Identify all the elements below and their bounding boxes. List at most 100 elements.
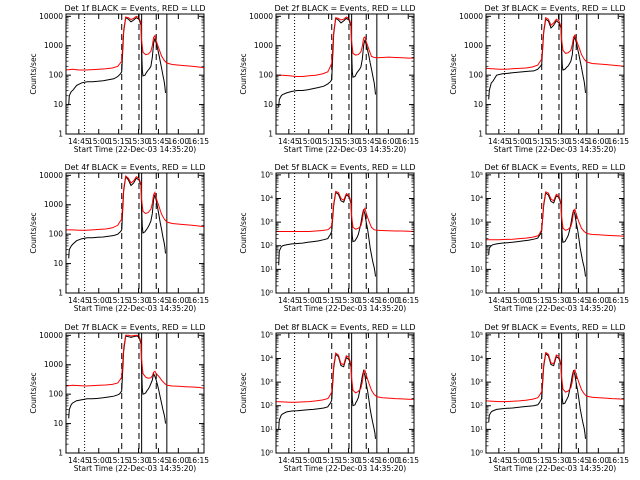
x-tick-label: 15:00 bbox=[88, 456, 110, 465]
y-tick-label: 100 bbox=[49, 390, 64, 399]
y-tick-label: 10⁵ bbox=[470, 170, 483, 179]
chart-title: Det 7f BLACK = Events, RED = LLD bbox=[64, 323, 205, 332]
panel-det-3: 1 10 100 1000 10000 14:4515:0015:1515:3015:45… bbox=[449, 4, 629, 154]
y-tick-label: 10³ bbox=[260, 378, 273, 387]
y-tick-label: 1 bbox=[58, 289, 63, 298]
x-tick-label: 15:30 bbox=[128, 296, 150, 305]
y-tick-label: 10 bbox=[53, 259, 63, 268]
y-tick-label: 10² bbox=[470, 241, 483, 250]
y-tick-label: 10³ bbox=[470, 378, 483, 387]
x-tick-label: 16:15 bbox=[187, 296, 209, 305]
y-tick-label: 10² bbox=[260, 241, 273, 250]
plot-frame bbox=[275, 332, 415, 454]
panel-det-1: 1 10 100 1000 10000 14:4515:0015:1515:3015:45… bbox=[29, 4, 209, 154]
x-tick-label: 15:00 bbox=[298, 296, 320, 305]
y-tick-label: 10⁵ bbox=[260, 330, 273, 339]
x-tick-label: 15:45 bbox=[358, 456, 380, 465]
y-tick-label: 10¹ bbox=[470, 425, 483, 434]
y-tick-label: 100 bbox=[259, 71, 274, 80]
x-tick-label: 16:15 bbox=[397, 137, 419, 146]
y-tick-label: 10⁰ bbox=[260, 289, 273, 298]
x-tick-label: 15:45 bbox=[358, 137, 380, 146]
y-tick-label: 10 bbox=[263, 100, 273, 109]
x-axis-label: Start Time (22-Dec-03 14:35:20) bbox=[494, 145, 616, 154]
y-tick-label: 100 bbox=[49, 230, 64, 239]
series-black bbox=[68, 175, 166, 259]
x-tick-label: 15:30 bbox=[548, 456, 570, 465]
y-tick-label: 1000 bbox=[44, 360, 63, 369]
series-black bbox=[278, 17, 376, 108]
x-tick-label: 16:00 bbox=[588, 296, 610, 305]
x-tick-label: 14:45 bbox=[278, 137, 300, 146]
x-tick-label: 15:00 bbox=[88, 137, 110, 146]
y-tick-label: 10 bbox=[473, 100, 483, 109]
y-tick-label: 10000 bbox=[39, 171, 63, 180]
chart-title: Det 4f BLACK = Events, RED = LLD bbox=[64, 163, 205, 172]
y-tick-label: 1 bbox=[268, 130, 273, 139]
x-tick-label: 16:00 bbox=[378, 456, 400, 465]
x-tick-label: 16:15 bbox=[607, 137, 629, 146]
x-tick-label: 16:00 bbox=[168, 456, 190, 465]
x-tick-label: 15:45 bbox=[568, 296, 590, 305]
x-tick-label: 15:30 bbox=[338, 456, 360, 465]
y-tick-label: 10¹ bbox=[470, 265, 483, 274]
x-tick-label: 14:45 bbox=[68, 137, 90, 146]
x-tick-label: 15:00 bbox=[88, 296, 110, 305]
y-tick-label: 10¹ bbox=[260, 265, 273, 274]
x-axis-label: Start Time (22-Dec-03 14:35:20) bbox=[74, 145, 196, 154]
series-red bbox=[66, 334, 204, 389]
x-tick-label: 15:15 bbox=[528, 137, 550, 146]
y-axis-label: Counts/sec bbox=[29, 372, 38, 413]
x-tick-label: 14:45 bbox=[488, 296, 510, 305]
panel-det-8: 10⁰ 10¹ 10² 10³ 10⁴ 10⁵ 14:4515:0015:1515:3015… bbox=[239, 323, 419, 473]
chart-title: Det 1f BLACK = Events, RED = LLD bbox=[64, 4, 205, 13]
x-tick-label: 15:30 bbox=[128, 456, 150, 465]
plot-frame bbox=[275, 13, 415, 135]
x-tick-label: 15:15 bbox=[528, 296, 550, 305]
plot-frame bbox=[275, 172, 415, 294]
y-tick-label: 10⁴ bbox=[470, 354, 483, 363]
y-tick-label: 10⁴ bbox=[470, 194, 483, 203]
panel-det-2: 1 10 100 1000 10000 14:4515:0015:1515:3015:45… bbox=[239, 4, 419, 154]
series-red bbox=[486, 351, 624, 403]
x-tick-label: 16:00 bbox=[588, 456, 610, 465]
y-axis-label: Counts/sec bbox=[239, 212, 248, 253]
panel-det-5: 10⁰ 10¹ 10² 10³ 10⁴ 10⁵ 14:4515:0015:1515:3015… bbox=[239, 163, 419, 313]
y-tick-label: 10⁰ bbox=[260, 449, 273, 458]
x-tick-label: 16:00 bbox=[588, 137, 610, 146]
chart-title: Det 3f BLACK = Events, RED = LLD bbox=[484, 4, 625, 13]
y-tick-label: 10³ bbox=[470, 218, 483, 227]
y-tick-label: 10¹ bbox=[260, 425, 273, 434]
x-tick-label: 14:45 bbox=[488, 137, 510, 146]
y-tick-label: 10000 bbox=[249, 12, 273, 21]
plot-frame bbox=[485, 13, 625, 135]
series-black bbox=[488, 18, 586, 100]
chart-title: Det 5f BLACK = Events, RED = LLD bbox=[274, 163, 415, 172]
y-tick-label: 10⁴ bbox=[260, 194, 273, 203]
plot-frame bbox=[485, 332, 625, 454]
x-tick-label: 15:15 bbox=[318, 456, 340, 465]
series-black bbox=[488, 192, 586, 277]
series-red bbox=[66, 175, 204, 231]
x-tick-label: 15:45 bbox=[148, 137, 170, 146]
x-tick-label: 15:45 bbox=[358, 296, 380, 305]
y-tick-label: 1000 bbox=[44, 41, 63, 50]
x-tick-label: 16:00 bbox=[378, 296, 400, 305]
x-tick-label: 16:15 bbox=[397, 296, 419, 305]
x-axis-label: Start Time (22-Dec-03 14:35:20) bbox=[74, 464, 196, 473]
plot-frame bbox=[65, 332, 205, 454]
y-tick-label: 10000 bbox=[459, 12, 483, 21]
y-tick-label: 10⁰ bbox=[470, 289, 483, 298]
series-black bbox=[488, 352, 586, 439]
series-black bbox=[278, 191, 376, 277]
panel-det-9: 10⁰ 10¹ 10² 10³ 10⁴ 10⁵ 14:4515:0015:1515:3015… bbox=[449, 323, 629, 473]
y-tick-label: 100 bbox=[469, 71, 484, 80]
x-tick-label: 15:45 bbox=[148, 456, 170, 465]
x-tick-label: 15:30 bbox=[548, 137, 570, 146]
x-tick-label: 15:00 bbox=[298, 137, 320, 146]
x-tick-label: 15:30 bbox=[128, 137, 150, 146]
y-tick-label: 1000 bbox=[464, 41, 483, 50]
x-tick-label: 15:30 bbox=[338, 137, 360, 146]
x-axis-label: Start Time (22-Dec-03 14:35:20) bbox=[74, 304, 196, 313]
x-tick-label: 16:15 bbox=[187, 456, 209, 465]
